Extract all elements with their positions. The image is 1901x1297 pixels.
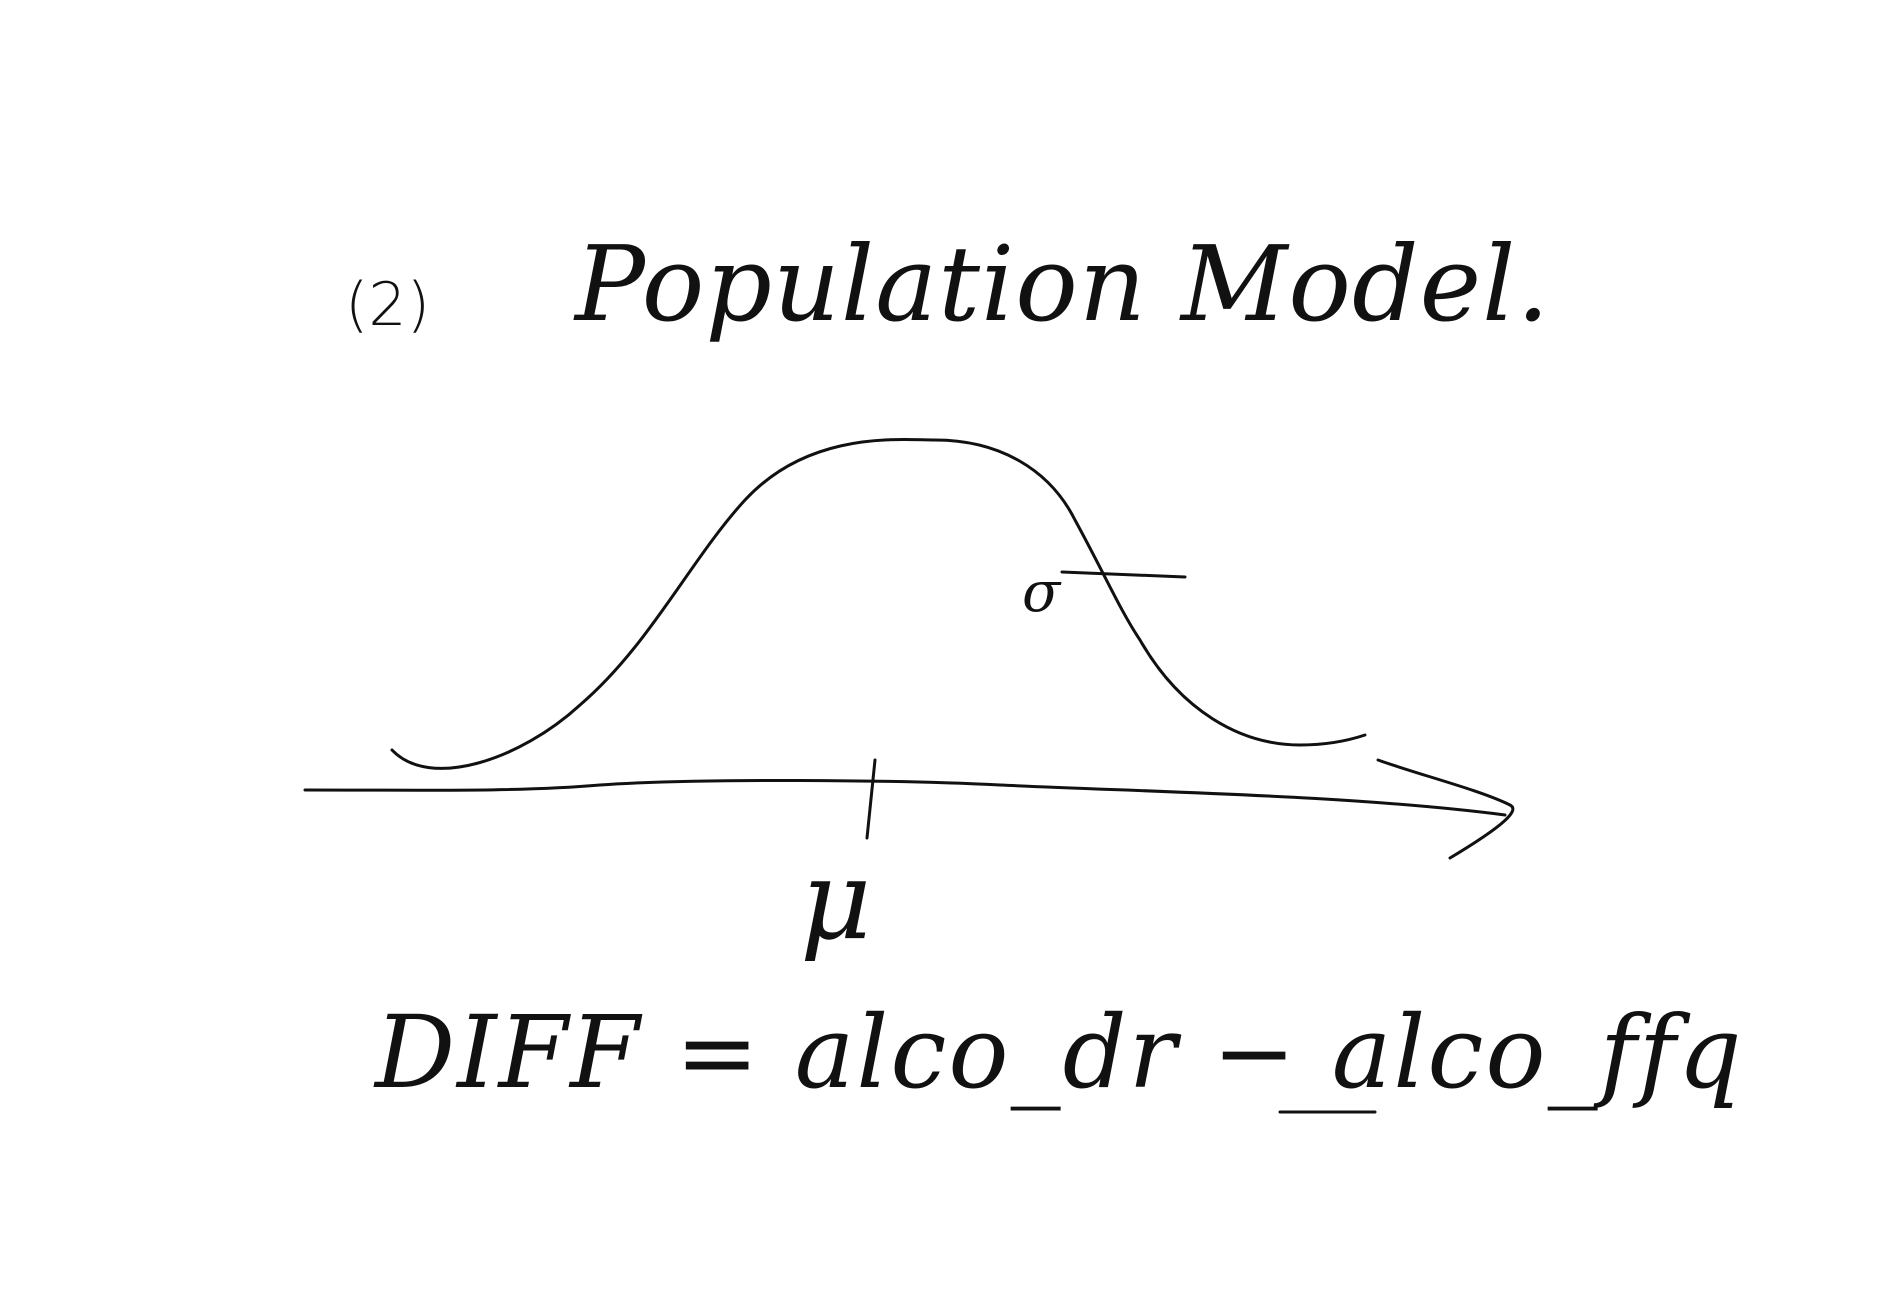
mean-label: μ (800, 836, 872, 964)
sd-label: σ (1022, 560, 1061, 625)
bell-curve (390, 438, 1367, 770)
diagram-title: Population Model. (575, 223, 1551, 345)
x-axis (303, 778, 1507, 817)
difference-equation: DIFF = alco_dr − alco_ffq (375, 994, 1744, 1111)
sd-marker-line (1060, 570, 1187, 579)
mean-tick (865, 758, 877, 840)
axis-arrowhead (1376, 758, 1515, 860)
section-number: (2) (345, 270, 430, 340)
